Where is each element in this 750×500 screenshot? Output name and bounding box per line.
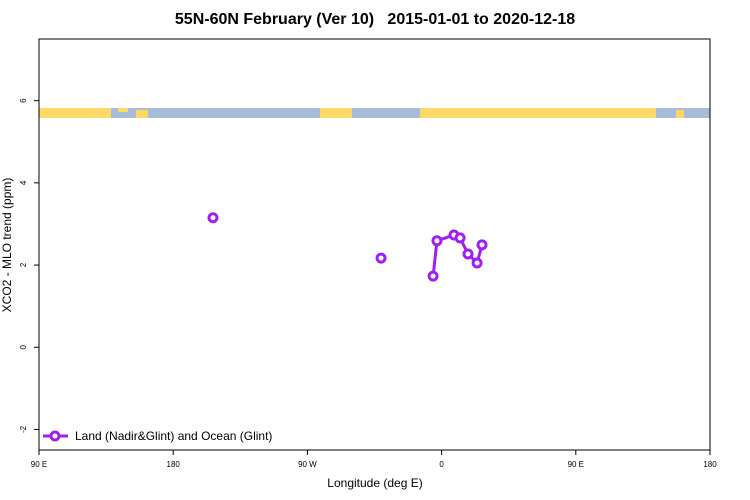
y-tick-label: 6 xyxy=(19,98,28,103)
x-axis-label: Longitude (deg E) xyxy=(327,476,422,490)
chart-title: 55N-60N February (Ver 10) 2015-01-01 to … xyxy=(175,11,575,28)
y-tick-label: 4 xyxy=(19,180,28,185)
legend-marker xyxy=(49,430,61,442)
data-point xyxy=(476,239,488,251)
y-tick-label: 2 xyxy=(19,262,28,267)
y-axis-label: XCO2 - MLO trend (ppm) xyxy=(0,178,14,313)
legend-label: Land (Nadir&Glint) and Ocean (Glint) xyxy=(75,429,272,443)
y-tick-label: -2 xyxy=(19,425,28,433)
data-point xyxy=(462,248,474,260)
data-point xyxy=(427,270,439,282)
plot-frame xyxy=(38,38,711,451)
legend: Land (Nadir&Glint) and Ocean (Glint) xyxy=(43,429,272,443)
x-tick-label: 0 xyxy=(439,460,444,469)
data-point xyxy=(454,232,466,244)
data-point xyxy=(207,212,219,224)
data-point xyxy=(431,235,443,247)
x-tick-label: 90 W xyxy=(298,460,317,469)
x-tick-label: 180 xyxy=(703,460,717,469)
data-point xyxy=(375,252,387,264)
y-tick-label: 0 xyxy=(19,344,28,349)
x-tick-label: 180 xyxy=(167,460,181,469)
x-tick-label: 90 E xyxy=(31,460,47,469)
land-ocean-strip xyxy=(39,108,710,118)
x-tick-label: 90 E xyxy=(568,460,584,469)
data-point xyxy=(471,257,483,269)
